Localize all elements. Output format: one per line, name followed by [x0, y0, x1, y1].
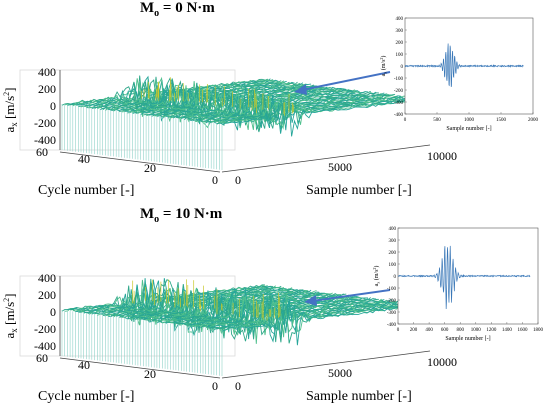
cycle-axis: 60 40 20 0 Cycle number [-] [36, 351, 221, 404]
x-tick-label: 0 [212, 379, 218, 393]
inset-x-tick-label: 1500 [496, 118, 507, 123]
z-tick-label: 200 [38, 82, 56, 96]
inset-signal-line [397, 245, 531, 309]
surface-cycle-line [213, 97, 417, 134]
x-tick-label: 60 [36, 145, 48, 159]
inset-y-tick-label: 100 [389, 263, 397, 268]
inset-y-label: ax (m/s2) [379, 56, 388, 77]
inset-x-tick-label: 2000 [528, 118, 539, 123]
z-tick-label: 200 [38, 288, 56, 302]
x-tick-label: 20 [144, 367, 156, 381]
z-tick-label: -400 [34, 339, 56, 353]
y-tick-label: 0 [235, 379, 241, 393]
x-axis-label: Cycle number [-] [38, 389, 134, 404]
svg-text:ax (m/s2): ax (m/s2) [372, 266, 381, 287]
inset-x-label: Sample number [-] [446, 126, 491, 132]
surface-cycle-line [202, 93, 407, 123]
svg-text:ax [m/s2]: ax [m/s2] [2, 294, 19, 339]
y-tick-label: 0 [235, 173, 241, 187]
inset-y-tick-label: 300 [396, 29, 404, 34]
inset-x-tick-label: 0 [404, 118, 407, 123]
inset-y-tick-label: 0 [394, 275, 397, 280]
surface-mesh [61, 75, 426, 170]
axes-frame [19, 69, 236, 151]
inset-x-tick-label: 1400 [502, 328, 513, 333]
inset-y-tick-label: 0 [401, 65, 404, 70]
z-tick-label: -200 [34, 322, 56, 336]
surface-cycle-line [110, 283, 314, 325]
z-axis-label: ax [m/s2] [2, 88, 19, 133]
inset-y-tick-label: 200 [389, 251, 397, 256]
sample-axis: 0 5000 10000 Sample number [-] [221, 350, 457, 404]
inset-x-tick-label: 0 [397, 328, 400, 333]
inset-y-tick-label: -200 [394, 89, 404, 94]
inset-y-tick-label: 400 [389, 227, 397, 232]
chart-panel-bottom: Mo = 10 N·m 400 200 0 -200 -400 ax [m/s2… [0, 206, 550, 412]
x-tick-label: 0 [212, 173, 218, 187]
inset-y-tick-label: 400 [396, 17, 404, 22]
x-tick-label: 60 [36, 351, 48, 365]
y-tick-label: 5000 [328, 160, 352, 174]
inset-x-tick-label: 1600 [517, 328, 528, 333]
x-tick-label: 40 [78, 358, 90, 372]
inset-y-tick-label: 300 [389, 239, 397, 244]
chart-title: Mo = 0 N·m [140, 0, 215, 19]
inset-x-tick-label: 600 [441, 328, 449, 333]
inset-x-tick-label: 400 [425, 328, 433, 333]
inset-y-tick-label: 200 [396, 41, 404, 46]
svg-text:ax (m/s2): ax (m/s2) [379, 56, 388, 77]
inset-y-tick-label: -400 [394, 113, 404, 118]
z-tick-label: 400 [38, 65, 56, 79]
cycle-axis: 60 40 20 0 Cycle number [-] [36, 145, 221, 198]
inset-y-tick-label: -400 [387, 323, 397, 328]
chart-panel-top: Mo = 0 N·m 400 200 0 -200 -400 ax [m/s2]… [2, 0, 539, 198]
surface-cycle-line [221, 96, 426, 137]
callout-arrow [294, 71, 391, 95]
z-tick-label: 0 [50, 99, 56, 113]
inset-signal-line [404, 43, 524, 88]
z-tick-label: 400 [38, 271, 56, 285]
inset-x-tick-label: 1800 [533, 328, 544, 333]
inset-y-tick-label: -300 [387, 311, 397, 316]
surface-chart: 400 200 0 -200 -400 ax [m/s2] 60 40 20 0… [2, 17, 539, 198]
inset-y-tick-label: -300 [394, 101, 404, 106]
callout-arrow [304, 289, 391, 306]
axes-frame [19, 275, 236, 357]
y-axis-label: Sample number [-] [306, 389, 412, 404]
inset-x-tick-label: 1000 [471, 328, 482, 333]
surface-cycle-line [192, 297, 396, 336]
z-tick-label: 0 [50, 305, 56, 319]
z-axis: 400 200 0 -200 -400 ax [m/s2] [2, 271, 61, 356]
inset-x-label: Sample number [-] [445, 336, 490, 342]
inset-y-tick-label: 100 [396, 53, 404, 58]
inset-y-tick-label: -200 [387, 299, 397, 304]
z-tick-label: -400 [34, 133, 56, 147]
y-tick-label: 5000 [328, 366, 352, 380]
inset-x-tick-label: 1200 [486, 328, 497, 333]
inset-x-tick-label: 500 [433, 118, 441, 123]
inset-y-label: ax (m/s2) [372, 266, 381, 287]
z-axis-label: ax [m/s2] [2, 294, 19, 339]
inset-x-tick-label: 1000 [464, 118, 475, 123]
chart-title: Mo = 10 N·m [140, 206, 223, 225]
y-tick-label: 10000 [427, 355, 457, 369]
surface-chart: 400 200 0 -200 -400 ax [m/s2] 60 40 20 0… [2, 227, 544, 404]
x-tick-label: 40 [78, 152, 90, 166]
surface-cycle-line [221, 300, 426, 346]
sample-axis: 0 5000 10000 Sample number [-] [221, 144, 457, 198]
y-axis-label: Sample number [-] [306, 183, 412, 198]
inset-x-tick-label: 800 [456, 328, 464, 333]
inset-x-tick-label: 200 [410, 328, 418, 333]
z-tick-label: -200 [34, 116, 56, 130]
y-tick-label: 10000 [427, 149, 457, 163]
inset-y-tick-label: -100 [387, 287, 397, 292]
x-axis-label: Cycle number [-] [38, 183, 134, 198]
inset-y-tick-label: -100 [394, 77, 404, 82]
svg-text:ax [m/s2]: ax [m/s2] [2, 88, 19, 133]
x-tick-label: 20 [144, 161, 156, 175]
z-axis: 400 200 0 -200 -400 ax [m/s2] [2, 65, 61, 150]
surface-mesh [61, 278, 426, 376]
